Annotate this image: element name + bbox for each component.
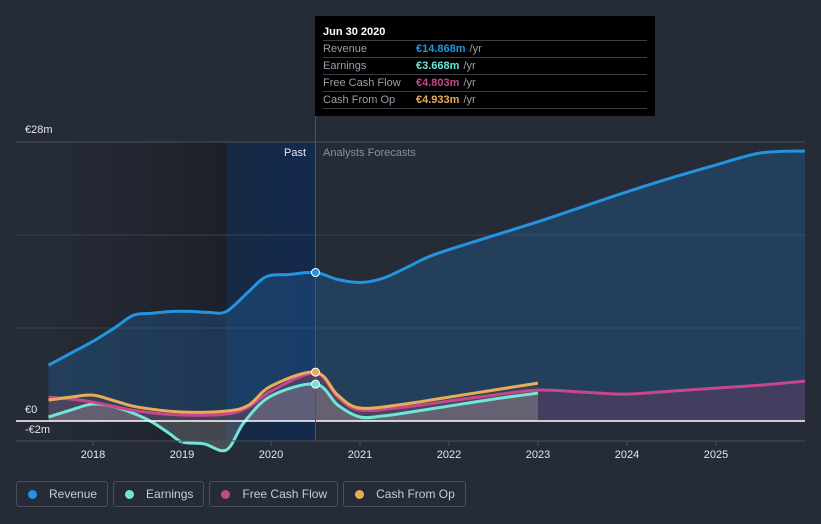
free-cash-flow-dot-icon	[221, 489, 231, 499]
tooltip-label: Earnings	[323, 60, 367, 72]
revenue-dot-icon	[28, 489, 37, 499]
cash-from-op-dot-icon	[355, 489, 365, 499]
highlight-point-revenue	[311, 268, 320, 278]
line-revenue	[47, 149, 806, 367]
x-tick-label: 2025	[704, 449, 728, 461]
y-tick-label: €0	[25, 404, 37, 416]
legend-label: Free Cash Flow	[242, 487, 328, 501]
x-tick-label: 2024	[615, 449, 639, 461]
chart-canvas: 2018 2019 2020 2021 2022 2023 2024 2025 €28m €0 -€…	[16, 116, 806, 461]
legend: Revenue Earnings Free Cash Flow Cash Fro…	[16, 481, 466, 507]
x-tick-label: 2020	[259, 449, 283, 461]
x-tick-label: 2018	[81, 449, 105, 461]
legend-item-cash-from-op[interactable]: Cash From Op	[343, 481, 466, 507]
tooltip-label: Cash From Op	[323, 94, 396, 106]
legend-item-revenue[interactable]: Revenue	[16, 481, 109, 507]
y-tick-label: -€2m	[25, 424, 50, 436]
x-tick-label: 2023	[526, 449, 550, 461]
highlight-point-earnings	[311, 379, 320, 389]
highlight-point-cash-from-op	[311, 367, 320, 377]
tooltip-unit: /yr	[469, 43, 482, 55]
legend-label: Revenue	[49, 487, 98, 501]
tooltip-row-cash-from-op: Cash From Op €4.933m /yr	[323, 92, 647, 109]
tooltip-value: €14.868m	[416, 43, 466, 55]
legend-label: Earnings	[146, 487, 194, 501]
y-tick-label: €28m	[25, 124, 53, 136]
line-free-cash-flow	[48, 371, 806, 417]
past-region-background	[48, 142, 227, 441]
area-revenue	[48, 150, 805, 422]
tooltip-unit: /yr	[463, 60, 476, 72]
tooltip-unit: /yr	[463, 77, 476, 89]
tooltip-row-free-cash-flow: Free Cash Flow €4.803m /yr	[323, 75, 647, 92]
tooltip-unit: /yr	[463, 94, 476, 106]
tooltip-value: €4.933m	[416, 94, 460, 106]
line-cash-from-op	[48, 370, 539, 414]
tooltip-label: Revenue	[323, 43, 368, 55]
past-label: Past	[284, 147, 307, 159]
tooltip-value: €4.803m	[416, 77, 460, 89]
tooltip-value: €3.668m	[416, 60, 460, 72]
area-free-cash-flow	[48, 373, 805, 421]
forecast-label: Analysts Forecasts	[323, 147, 416, 159]
legend-label: Cash From Op	[376, 487, 455, 501]
legend-item-free-cash-flow[interactable]: Free Cash Flow	[209, 481, 339, 507]
earnings-dot-icon	[125, 489, 135, 499]
tooltip-label: Free Cash Flow	[323, 77, 401, 89]
tooltip-row-earnings: Earnings €3.668m /yr	[323, 58, 647, 75]
x-tick-label: 2022	[437, 449, 461, 461]
x-tick-label: 2021	[348, 449, 372, 461]
tooltip-row-revenue: Revenue €14.868m /yr	[323, 41, 647, 58]
area-cash-from-op	[48, 372, 538, 421]
legend-item-earnings[interactable]: Earnings	[113, 481, 205, 507]
tooltip-date: Jun 30 2020	[323, 24, 647, 41]
x-tick-label: 2019	[170, 449, 194, 461]
tooltip: Jun 30 2020 Revenue €14.868m /yr Earning…	[315, 16, 655, 116]
